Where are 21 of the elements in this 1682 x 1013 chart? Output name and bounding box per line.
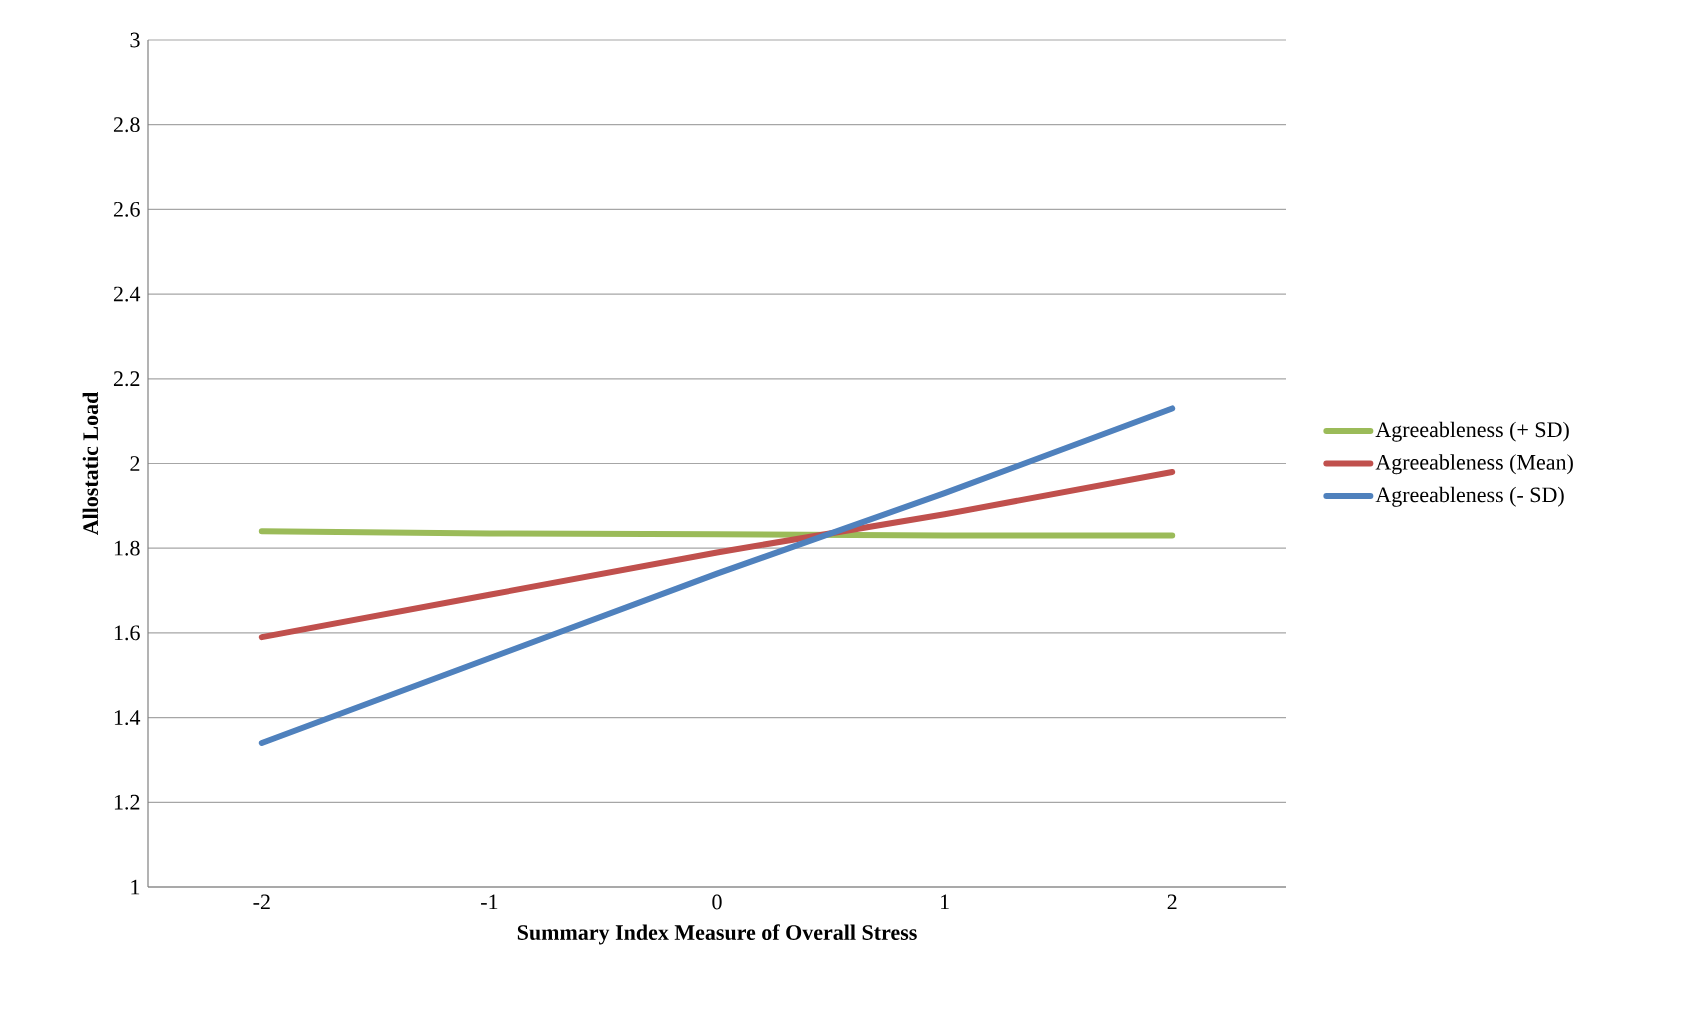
x-tick-label: -1 bbox=[481, 894, 498, 910]
y-tick-label: 1.8 bbox=[114, 540, 140, 556]
y-tick-label: 2.4 bbox=[113, 286, 141, 302]
x-tick-label: -2 bbox=[253, 894, 270, 910]
y-tick-label: 1.6 bbox=[114, 625, 140, 641]
y-tick-label: 2 bbox=[130, 456, 140, 471]
y-axis-title: Allostatic Load bbox=[82, 391, 99, 536]
y-tick-label: 1 bbox=[131, 879, 140, 895]
x-tick-label: 1 bbox=[941, 894, 949, 910]
y-tick-label: 3 bbox=[130, 32, 140, 48]
x-axis-title: Summary Index Measure of Overall Stress bbox=[517, 924, 917, 945]
legend-label: Agreeableness (+ SD) bbox=[1375, 421, 1569, 442]
legend-label: Agreeableness (- SD) bbox=[1375, 486, 1564, 507]
y-tick-label: 1.4 bbox=[114, 710, 141, 726]
legend-label: Agreeableness (Mean) bbox=[1375, 454, 1573, 475]
y-tick-label: 2.2 bbox=[113, 371, 140, 387]
y-tick-label: 2.6 bbox=[113, 201, 140, 217]
x-tick-label: 0 bbox=[712, 894, 722, 910]
y-tick-label: 2.8 bbox=[113, 117, 140, 133]
x-tick-label: 2 bbox=[1167, 894, 1177, 910]
y-tick-label: 1.2 bbox=[114, 794, 140, 810]
